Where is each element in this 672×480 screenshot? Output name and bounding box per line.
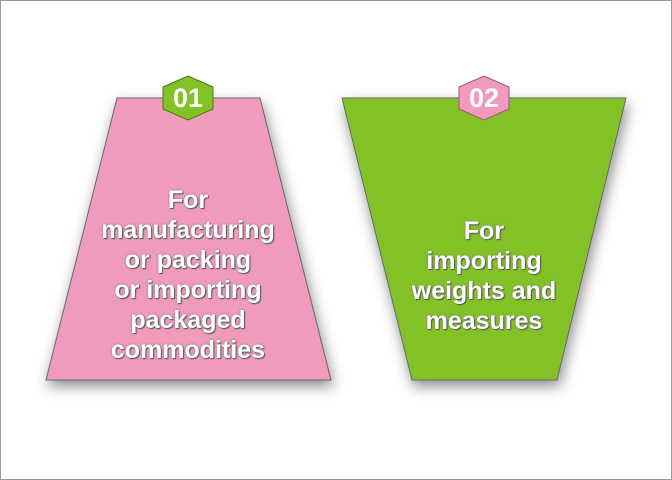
card-2-trapezoid [341, 97, 627, 381]
text-line: measures [425, 307, 543, 335]
text-line: For [167, 186, 209, 214]
text-line: manufacturing [101, 216, 275, 244]
card-1-text: For manufacturing or packing or importin… [60, 185, 316, 365]
card-1-badge-hexagon [162, 75, 214, 121]
text-line: or importing [114, 276, 262, 304]
text-line: weights and [411, 277, 557, 305]
text-line: commodities [110, 336, 266, 364]
text-line: For [463, 217, 505, 245]
card-2-text: For importing weights and measures [384, 216, 584, 336]
card-2-badge-hexagon [458, 75, 510, 121]
text-line: packaged [130, 306, 246, 334]
text-line: importing [426, 247, 542, 275]
text-line: or packing [124, 246, 252, 274]
card-1-number: 01 [172, 83, 204, 113]
card-2-number: 02 [468, 83, 500, 113]
